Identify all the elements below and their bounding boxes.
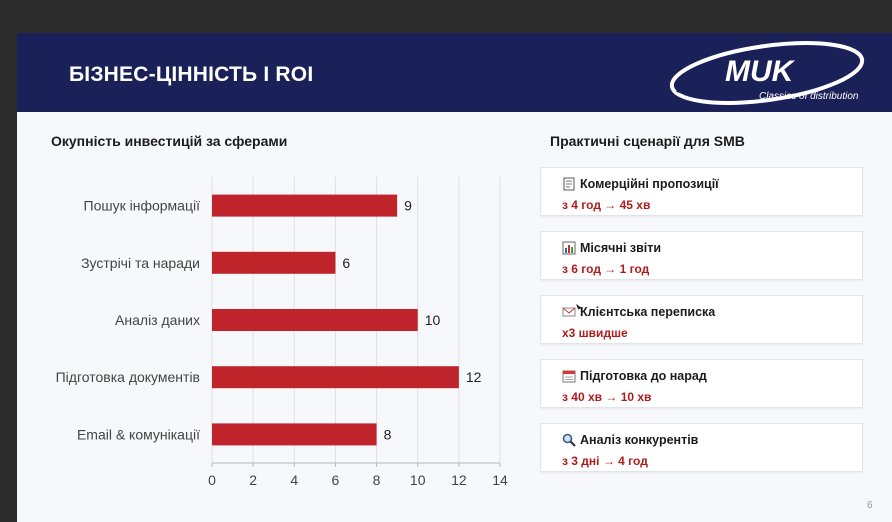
x-tick-label: 0: [208, 472, 216, 488]
logo-tagline: Classics of distribution: [759, 91, 859, 102]
scenario-card-competitors: Аналіз конкурентів з 3 дні → 4 год: [540, 423, 863, 472]
magnifier-icon: [562, 433, 576, 447]
category-label: Email & комунікації: [77, 426, 200, 442]
envelope-icon: [562, 305, 576, 319]
scenario-value: з 4 год → 45 хв: [562, 198, 651, 212]
slide-header: БІЗНЕС-ЦІННІСТЬ І ROI MUK Classics of di…: [17, 33, 892, 112]
scenarios-title: Практичні сценарії для SMB: [550, 133, 745, 149]
scenario-title: Комерційні пропозиції: [580, 177, 719, 191]
bar: [212, 366, 459, 389]
x-tick-label: 12: [451, 472, 467, 488]
scenario-card-meetings: Підготовка до нарад з 40 хв → 10 хв: [540, 359, 863, 408]
scenario-title: Клієнтська переписка: [580, 305, 716, 319]
slide-title: БІЗНЕС-ЦІННІСТЬ І ROI: [69, 63, 314, 86]
data-label: 12: [466, 369, 482, 385]
data-label: 10: [425, 312, 441, 328]
page-number: 6: [867, 500, 873, 511]
x-tick-label: 10: [410, 472, 426, 488]
bar: [212, 309, 418, 331]
category-label: Підготовка документів: [56, 369, 200, 385]
scenario-value: з 3 дні → 4 год: [562, 454, 648, 468]
data-label: 8: [384, 426, 392, 442]
chart-title: Окупність инвестицій за сферами: [51, 133, 288, 149]
bar-chart-icon: [562, 241, 576, 255]
scenario-title: Місячні звіти: [580, 241, 662, 255]
bar: [212, 194, 398, 217]
slide: БІЗНЕС-ЦІННІСТЬ І ROI MUK Classics of di…: [17, 33, 892, 522]
bar: [212, 423, 377, 446]
bar: [212, 251, 336, 274]
x-tick-label: 6: [332, 472, 340, 488]
x-tick-label: 8: [373, 472, 381, 488]
x-tick-label: 4: [290, 472, 298, 488]
data-label: 6: [342, 255, 350, 271]
logo-brand: MUK: [725, 55, 796, 88]
category-label: Аналіз даних: [115, 312, 200, 328]
x-tick-label: 2: [249, 472, 257, 488]
scenario-value: з 40 хв → 10 хв: [562, 390, 652, 404]
category-label: Пошук інформації: [84, 198, 201, 214]
x-tick-label: 14: [492, 472, 508, 488]
category-label: Зустрічі та наради: [81, 255, 200, 271]
scenario-card-reports: Місячні звіти з 6 год → 1 год: [540, 231, 863, 280]
muk-logo: MUK Classics of distribution: [669, 41, 865, 105]
scenario-card-proposals: Комерційні пропозиції з 4 год → 45 хв: [540, 167, 863, 216]
roi-bar-chart: 0 2 4 6 8 10 12 14 Пошук інформації 9 Зустрічі та …: [56, 177, 508, 488]
document-icon: [562, 177, 576, 191]
scenario-card-correspondence: Клієнтська переписка x3 швидше: [540, 295, 863, 344]
scenario-value: x3 швидше: [562, 326, 628, 340]
calendar-icon: [562, 369, 576, 383]
data-label: 9: [404, 198, 412, 214]
scenario-title: Аналіз конкурентів: [580, 433, 699, 447]
scenario-value: з 6 год → 1 год: [562, 262, 650, 276]
window-top-gutter: [0, 0, 892, 33]
scenario-title: Підготовка до нарад: [580, 369, 707, 383]
